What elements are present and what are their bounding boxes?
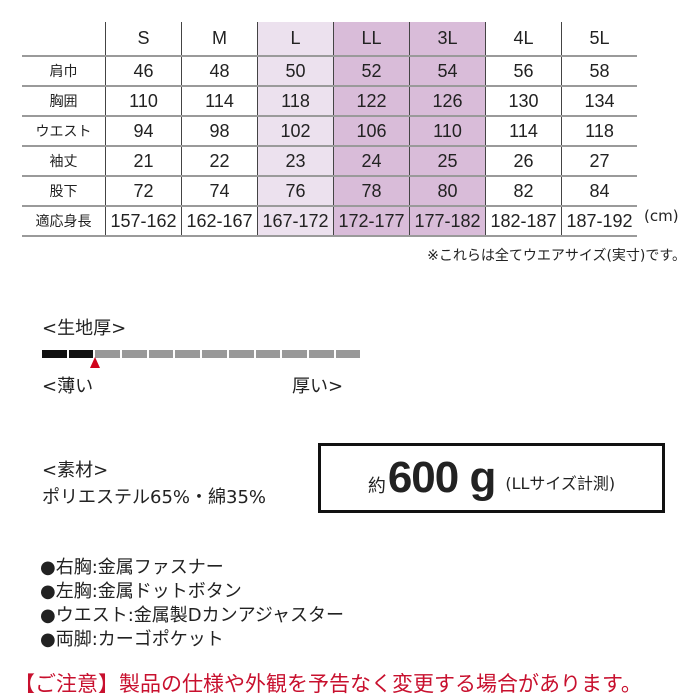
table-cell: 21 bbox=[105, 146, 182, 177]
thick-label: 厚い> bbox=[292, 376, 344, 397]
table-cell: 58 bbox=[561, 56, 637, 87]
thickness-title: <生地厚> bbox=[42, 318, 127, 339]
table-row: 肩巾 46 48 50 52 54 56 58 bbox=[22, 56, 637, 87]
table-row: 股下 72 74 76 78 80 82 84 bbox=[22, 176, 637, 207]
size-note: ※これらは全てウエアサイズ(実寸)です。 bbox=[427, 248, 686, 264]
thin-label: <薄い bbox=[42, 376, 94, 397]
table-cell: 80 bbox=[409, 176, 486, 207]
size-column-ll: LL bbox=[333, 22, 410, 57]
table-cell: 114 bbox=[485, 116, 562, 147]
table-cell: 24 bbox=[333, 146, 410, 177]
table-cell: 23 bbox=[257, 146, 334, 177]
table-cell: 102 bbox=[257, 116, 334, 147]
table-cell: 26 bbox=[485, 146, 562, 177]
table-cell: 167-172 bbox=[257, 206, 334, 237]
table-cell: 94 bbox=[105, 116, 182, 147]
table-cell: 82 bbox=[485, 176, 562, 207]
material-composition: ポリエステル65%・綿35% bbox=[42, 487, 267, 508]
table-cell: 22 bbox=[181, 146, 258, 177]
table-cell: 187-192 bbox=[561, 206, 637, 237]
size-column-5l: 5L bbox=[561, 22, 637, 57]
table-row: 適応身長 157-162 162-167 167-172 172-177 177-182 1… bbox=[22, 206, 637, 237]
table-cell: 182-187 bbox=[485, 206, 562, 237]
table-cell: 46 bbox=[105, 56, 182, 87]
table-cell: 122 bbox=[333, 86, 410, 117]
row-label: 胸囲 bbox=[22, 86, 106, 117]
thickness-segment bbox=[175, 350, 201, 358]
row-label: ウエスト bbox=[22, 116, 106, 147]
row-label: 適応身長 bbox=[22, 206, 106, 237]
table-cell: 25 bbox=[409, 146, 486, 177]
table-cell: 84 bbox=[561, 176, 637, 207]
size-column-s: S bbox=[105, 22, 182, 57]
thickness-segment bbox=[42, 350, 67, 358]
row-label: 袖丈 bbox=[22, 146, 106, 177]
table-cell: 134 bbox=[561, 86, 637, 117]
corner-cell bbox=[22, 22, 106, 57]
feature-list: ●右胸:金属ファスナー ●左胸:金属ドットボタン ●ウエスト:金属製Dカンアジャスタ… bbox=[40, 556, 344, 652]
table-cell: 172-177 bbox=[333, 206, 410, 237]
thickness-bar bbox=[42, 350, 361, 358]
table-cell: 118 bbox=[561, 116, 637, 147]
feature-item: ●左胸:金属ドットボタン bbox=[40, 581, 242, 602]
table-cell: 126 bbox=[409, 86, 486, 117]
size-column-4l: 4L bbox=[485, 22, 562, 57]
thickness-segment bbox=[228, 350, 254, 358]
unit-label: (cm) bbox=[644, 207, 679, 225]
table-cell: 177-182 bbox=[409, 206, 486, 237]
thickness-segment bbox=[148, 350, 174, 358]
table-cell: 74 bbox=[181, 176, 258, 207]
table-cell: 106 bbox=[333, 116, 410, 147]
table-cell: 48 bbox=[181, 56, 258, 87]
thickness-segment bbox=[308, 350, 334, 358]
table-cell: 72 bbox=[105, 176, 182, 207]
size-column-l: L bbox=[257, 22, 334, 57]
thickness-marker-icon bbox=[90, 357, 101, 368]
thickness-segment bbox=[335, 350, 361, 358]
feature-item: ●ウエスト:金属製Dカンアジャスター bbox=[40, 605, 345, 626]
size-header-row: S M L LL 3L 4L 5L bbox=[22, 22, 637, 57]
table-cell: 56 bbox=[485, 56, 562, 87]
thickness-segment bbox=[255, 350, 281, 358]
table-cell: 54 bbox=[409, 56, 486, 87]
table-cell: 76 bbox=[257, 176, 334, 207]
table-cell: 157-162 bbox=[105, 206, 182, 237]
table-cell: 78 bbox=[333, 176, 410, 207]
thickness-segment bbox=[122, 350, 147, 358]
table-cell: 52 bbox=[333, 56, 410, 87]
size-column-3l: 3L bbox=[409, 22, 486, 57]
notice-text: 【ご注意】製品の仕様や外観を予告なく変更する場合があります。 bbox=[14, 672, 642, 696]
thickness-segment bbox=[282, 350, 307, 358]
table-cell: 110 bbox=[409, 116, 486, 147]
weight-box: 約 600 g (LLサイズ計測) bbox=[318, 443, 665, 513]
thickness-segment bbox=[95, 350, 121, 358]
table-cell: 114 bbox=[181, 86, 258, 117]
size-column-m: M bbox=[181, 22, 258, 57]
row-label: 肩巾 bbox=[22, 56, 106, 87]
weight-prefix: 約 bbox=[367, 476, 386, 497]
feature-item: ●右胸:金属ファスナー bbox=[40, 557, 224, 578]
weight-value: 600 g bbox=[387, 453, 497, 502]
thickness-segment bbox=[202, 350, 227, 358]
feature-item: ●両脚:カーゴポケット bbox=[40, 629, 224, 650]
table-cell: 130 bbox=[485, 86, 562, 117]
table-row: 袖丈 21 22 23 24 25 26 27 bbox=[22, 146, 637, 177]
size-table: S M L LL 3L 4L 5L 肩巾 46 48 50 52 54 56 58 胸囲 110 114 118 1… bbox=[22, 22, 637, 237]
weight-suffix: (LLサイズ計測) bbox=[505, 474, 616, 493]
table-cell: 162-167 bbox=[181, 206, 258, 237]
table-row: 胸囲 110 114 118 122 126 130 134 bbox=[22, 86, 637, 117]
table-cell: 50 bbox=[257, 56, 334, 87]
table-cell: 118 bbox=[257, 86, 334, 117]
table-row: ウエスト 94 98 102 106 110 114 118 bbox=[22, 116, 637, 147]
table-cell: 110 bbox=[105, 86, 182, 117]
table-cell: 27 bbox=[561, 146, 637, 177]
table-cell: 98 bbox=[181, 116, 258, 147]
thickness-segment bbox=[68, 350, 94, 358]
material-title: <素材> bbox=[42, 460, 109, 481]
row-label: 股下 bbox=[22, 176, 106, 207]
